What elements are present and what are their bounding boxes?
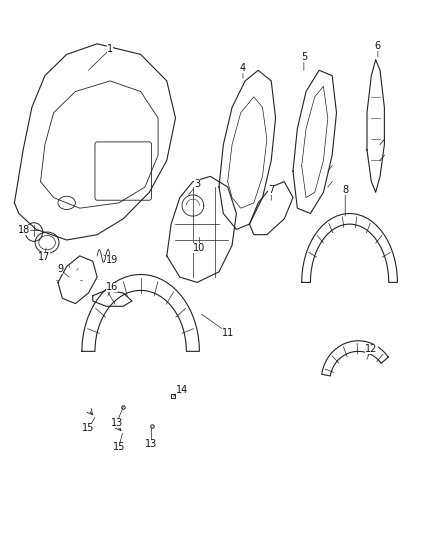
Text: 9: 9 [57,264,69,277]
Text: 19: 19 [104,255,119,265]
Text: 5: 5 [301,52,307,70]
Text: 3: 3 [188,179,200,195]
Text: 15: 15 [113,433,125,452]
Text: 17: 17 [38,248,50,262]
Text: 12: 12 [365,344,378,359]
Text: 18: 18 [18,225,30,236]
Text: 14: 14 [173,384,188,397]
Text: 11: 11 [201,314,234,338]
Text: 1: 1 [88,44,113,70]
Text: 8: 8 [342,184,348,216]
Text: 13: 13 [145,428,158,449]
Text: 13: 13 [111,407,123,428]
Text: 7: 7 [268,184,274,200]
Text: 6: 6 [375,42,381,57]
Text: 10: 10 [193,237,205,253]
Text: 4: 4 [240,63,246,78]
Text: 16: 16 [106,281,119,296]
Text: 15: 15 [82,418,95,433]
